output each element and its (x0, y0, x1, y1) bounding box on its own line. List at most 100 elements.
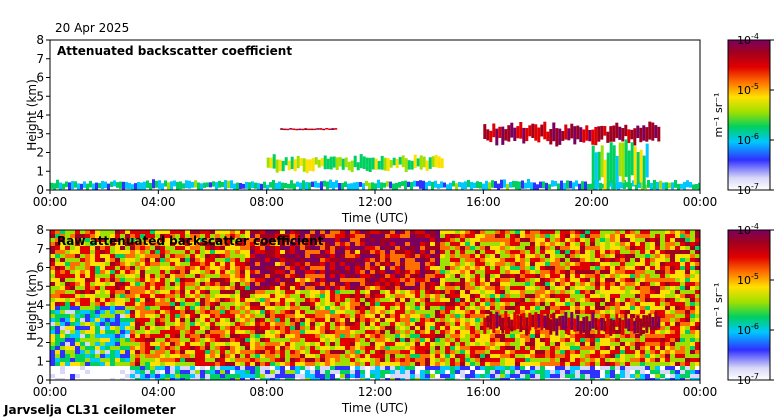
heatmap-cell (272, 154, 276, 169)
heatmap-cell (594, 127, 598, 146)
heatmap-cell (50, 290, 55, 294)
heatmap-cell (430, 322, 435, 326)
heatmap-cell (290, 290, 295, 294)
heatmap-cell (535, 278, 540, 282)
heatmap-cell (270, 274, 275, 278)
heatmap-cell (140, 378, 145, 380)
heatmap-cell (450, 258, 455, 262)
heatmap-cell (315, 234, 320, 238)
heatmap-cell (519, 122, 523, 139)
heatmap-cell (495, 358, 500, 362)
heatmap-cell (590, 270, 595, 274)
y-tick-label: 6 (36, 71, 44, 85)
heatmap-cell (495, 254, 500, 258)
heatmap-cell (95, 362, 100, 366)
heatmap-cell (405, 254, 410, 258)
heatmap-cell (225, 282, 230, 286)
heatmap-cell (615, 374, 620, 378)
heatmap-cell (160, 258, 165, 262)
heatmap-cell (650, 234, 655, 238)
heatmap-cell (585, 374, 590, 378)
heatmap-cell (625, 270, 630, 274)
heatmap-cell (150, 290, 155, 294)
heatmap-cell (70, 278, 75, 282)
heatmap-cell (565, 358, 570, 362)
heatmap-cell (145, 282, 150, 286)
heatmap-cell (535, 258, 540, 262)
heatmap-cell (490, 310, 495, 314)
heatmap-cell (135, 238, 140, 242)
heatmap-cell (110, 266, 115, 270)
heatmap-cell (385, 310, 390, 314)
heatmap-cell (50, 350, 55, 354)
heatmap-cell (520, 286, 525, 290)
heatmap-cell (355, 266, 360, 270)
heatmap-cell (398, 157, 402, 165)
heatmap-cell (205, 362, 210, 366)
heatmap-cell (115, 354, 120, 358)
heatmap-cell (500, 270, 505, 274)
heatmap-cell (100, 318, 105, 322)
heatmap-cell (430, 354, 435, 358)
heatmap-cell (540, 378, 545, 380)
heatmap-cell (440, 354, 445, 358)
heatmap-cell (620, 302, 625, 306)
heatmap-cell (230, 310, 235, 314)
heatmap-cell (295, 128, 299, 131)
heatmap-cell (475, 330, 480, 334)
heatmap-cell (580, 290, 585, 294)
heatmap-cell (80, 322, 85, 326)
heatmap-cell (205, 346, 210, 350)
heatmap-cell (585, 370, 590, 374)
heatmap-cell (180, 266, 185, 270)
heatmap-cell (370, 310, 375, 314)
heatmap-cell (365, 366, 370, 370)
heatmap-cell (355, 306, 360, 310)
heatmap-cell (640, 370, 645, 374)
heatmap-cell (150, 298, 155, 302)
heatmap-cell (285, 342, 290, 346)
heatmap-cell (300, 310, 305, 314)
heatmap-cell (445, 334, 450, 338)
heatmap-cell (450, 290, 455, 294)
heatmap-cell (245, 230, 250, 234)
heatmap-cell (185, 266, 190, 270)
heatmap-cell (280, 270, 285, 274)
heatmap-cell (515, 262, 520, 266)
heatmap-cell (295, 254, 300, 258)
heatmap-cell (130, 370, 135, 374)
heatmap-cell (618, 126, 622, 140)
heatmap-cell (632, 180, 635, 187)
heatmap-cell (505, 306, 510, 310)
heatmap-cell (620, 250, 625, 254)
heatmap-cell (355, 258, 360, 262)
heatmap-cell (220, 238, 225, 242)
heatmap-cell (125, 182, 128, 189)
heatmap-cell (300, 366, 305, 370)
heatmap-cell (495, 290, 500, 294)
heatmap-cell (155, 326, 160, 330)
heatmap-cell (152, 179, 155, 189)
heatmap-cell (570, 306, 575, 310)
heatmap-cell (615, 338, 620, 342)
heatmap-cell (190, 362, 195, 366)
heatmap-cell (110, 242, 115, 246)
heatmap-cell (645, 250, 650, 254)
heatmap-cell (225, 306, 230, 310)
heatmap-cell (135, 358, 140, 362)
heatmap-cell (125, 282, 130, 286)
heatmap-cell (290, 374, 295, 378)
heatmap-cell (610, 238, 615, 242)
heatmap-cell (505, 358, 510, 362)
heatmap-cell (230, 358, 235, 362)
heatmap-cell (295, 346, 300, 350)
heatmap-cell (470, 334, 475, 338)
heatmap-cell (120, 342, 125, 346)
heatmap-cell (345, 306, 350, 310)
heatmap-cell (340, 302, 345, 306)
heatmap-cell (455, 358, 460, 362)
heatmap-cell (395, 246, 400, 250)
heatmap-cell (180, 378, 185, 380)
heatmap-cell (401, 181, 404, 186)
heatmap-cell (302, 180, 305, 189)
